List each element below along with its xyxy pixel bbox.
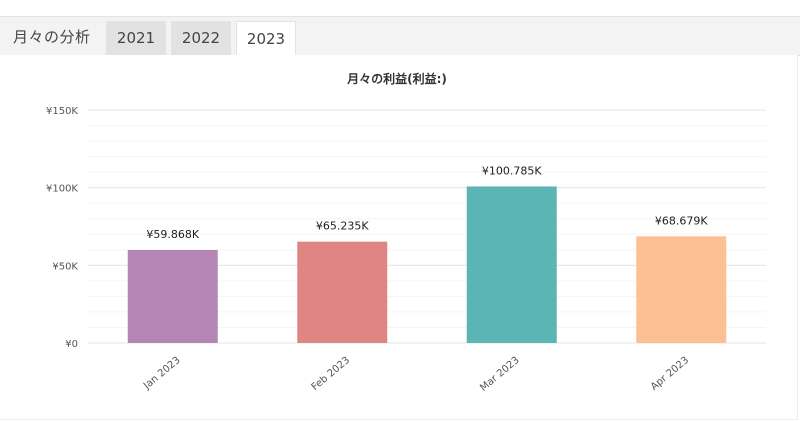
bar-mar-2023[interactable] <box>466 186 557 343</box>
y-axis: ¥0 ¥50K ¥100K ¥150K <box>46 106 78 350</box>
data-label-layer: ¥59.868K ¥65.235K ¥100.785K ¥68.679K <box>146 164 708 241</box>
y-tick-label: ¥50K <box>52 261 78 272</box>
data-label: ¥59.868K <box>146 228 199 241</box>
x-tick-label: Mar 2023 <box>478 355 521 394</box>
bar-jan-2023[interactable] <box>127 250 218 343</box>
x-tick-label: Feb 2023 <box>310 355 353 393</box>
top-strip <box>0 0 800 17</box>
y-tick-label: ¥150K <box>46 106 78 117</box>
x-tick-label: Apr 2023 <box>649 355 691 393</box>
y-tick-label: ¥0 <box>65 339 78 350</box>
x-tick-label: Jan 2023 <box>141 355 183 392</box>
tab-2022[interactable]: 2022 <box>171 21 231 55</box>
tab-bar: 月々の分析 2021 2022 2023 <box>0 17 800 56</box>
bar-feb-2023[interactable] <box>297 241 388 343</box>
bar-apr-2023[interactable] <box>636 236 727 343</box>
bar-layer <box>127 186 727 343</box>
y-tick-label: ¥100K <box>46 184 78 195</box>
data-label: ¥68.679K <box>655 214 708 227</box>
tab-2023[interactable]: 2023 <box>236 21 296 56</box>
data-label: ¥100.785K <box>482 164 542 177</box>
section-title: 月々の分析 <box>13 28 91 46</box>
tab-2021[interactable]: 2021 <box>106 21 166 55</box>
x-axis: Jan 2023 Feb 2023 Mar 2023 Apr 2023 <box>141 355 691 394</box>
chart-title: 月々の利益(利益:) <box>346 71 447 86</box>
data-label: ¥65.235K <box>316 220 369 233</box>
bar-chart: 月々の利益(利益:) ¥0 ¥50K ¥100K ¥150K ¥59.868K ¥65.… <box>46 71 766 394</box>
chart-panel: 月々の利益(利益:) ¥0 ¥50K ¥100K ¥150K ¥59.868K ¥65.… <box>0 55 798 420</box>
